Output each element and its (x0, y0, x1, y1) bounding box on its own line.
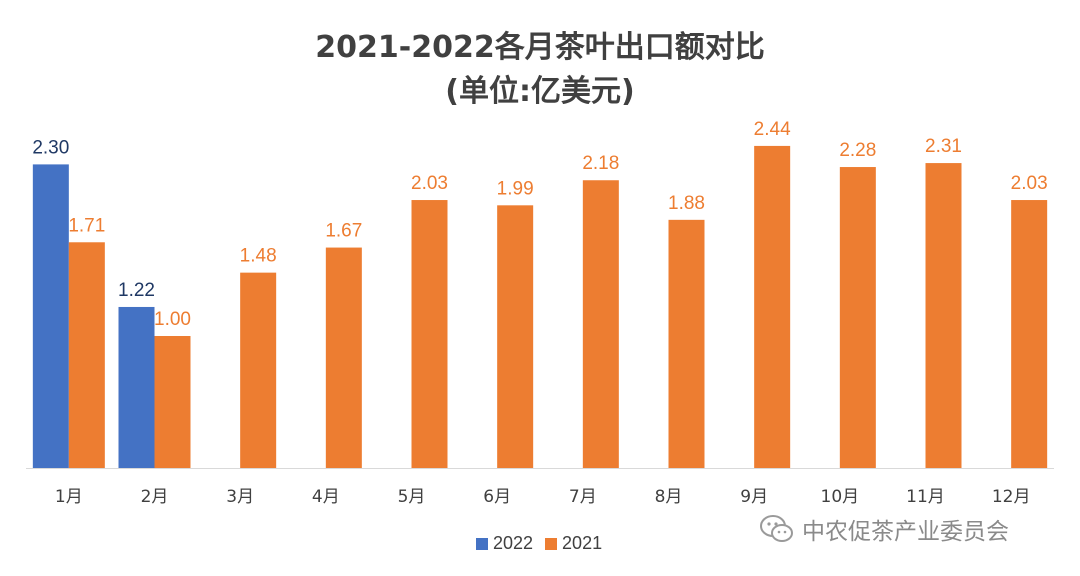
bar-2021-2 (154, 336, 191, 468)
chart-title: 2021-2022各月茶叶出口额对比 (315, 30, 765, 65)
x-tick-label-7: 7月 (569, 487, 597, 507)
watermark: 中农促茶产业委员会 (760, 512, 1009, 546)
legend: 2022 2021 (476, 533, 614, 554)
data-label-2021-6: 1.99 (497, 178, 534, 199)
bar-2021-1 (68, 242, 105, 468)
legend-label-2021: 2021 (562, 533, 603, 553)
bar-2021-5 (411, 200, 448, 469)
data-label-2021-2: 1.00 (154, 309, 191, 330)
bar-2021-10 (839, 167, 876, 469)
bar-2022-2 (118, 306, 155, 468)
legend-label-2022: 2022 (493, 533, 534, 553)
bar-2021-7 (582, 180, 619, 469)
data-label-2021-8: 1.88 (668, 193, 705, 214)
chart-subtitle: (单位:亿美元) (445, 74, 635, 109)
legend-swatch-2021 (545, 537, 558, 550)
legend-swatch-2022 (476, 537, 488, 550)
x-tick-label-10: 10月 (821, 487, 860, 507)
data-label-2022-2: 1.22 (118, 280, 155, 301)
bar-2021-8 (668, 219, 705, 468)
data-label-2021-9: 2.44 (754, 119, 791, 140)
x-tick-label-3: 3月 (226, 487, 254, 507)
wechat-icon (760, 515, 793, 542)
bar-2021-3 (240, 272, 277, 468)
bar-2021-11 (925, 163, 962, 468)
x-tick-label-1: 1月 (55, 487, 83, 507)
x-tick-label-8: 8月 (655, 487, 683, 507)
watermark-text: 中农促茶产业委员会 (802, 519, 1009, 545)
x-tick-label-4: 4月 (312, 487, 340, 507)
bar-2021-9 (754, 145, 791, 469)
bar-2021-6 (497, 205, 534, 468)
bar-2021-12 (1011, 200, 1048, 469)
data-label-2021-11: 2.31 (925, 136, 962, 157)
data-label-2021-4: 1.67 (325, 221, 362, 242)
x-tick-label-6: 6月 (483, 487, 511, 507)
legend-item-2021: 2021 (545, 533, 602, 554)
bar-2021-4 (325, 247, 362, 468)
data-label-2021-1: 1.71 (68, 215, 105, 236)
data-label-2021-3: 1.48 (240, 246, 277, 267)
data-label-2021-12: 2.03 (1011, 173, 1048, 194)
x-tick-label-2: 2月 (141, 487, 169, 507)
x-tick-label-12: 12月 (992, 487, 1031, 507)
x-tick-label-5: 5月 (398, 487, 426, 507)
data-label-2021-7: 2.18 (582, 153, 619, 174)
data-label-2021-10: 2.28 (839, 140, 876, 161)
data-label-2022-1: 2.30 (32, 137, 69, 158)
legend-item-2022: 2022 (476, 533, 533, 554)
x-tick-label-11: 11月 (906, 487, 945, 507)
data-label-2021-5: 2.03 (411, 173, 448, 194)
bar-2022-1 (32, 164, 69, 468)
x-tick-label-9: 9月 (740, 487, 768, 507)
